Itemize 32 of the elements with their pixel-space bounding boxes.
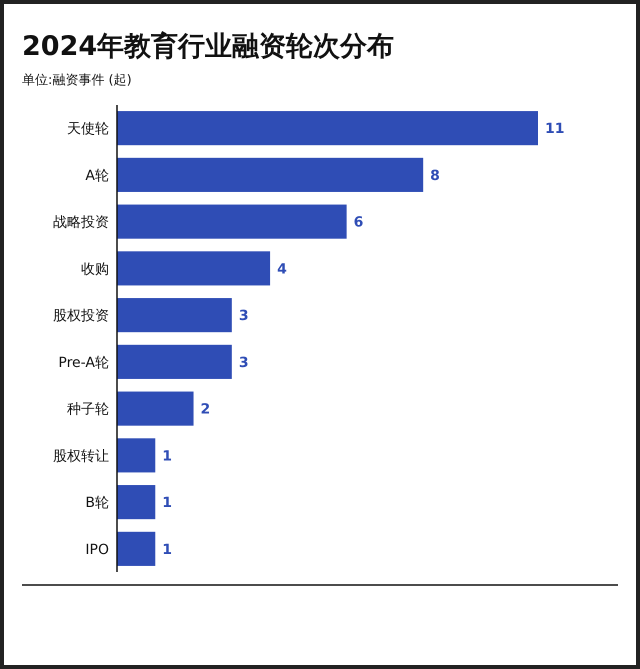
bar xyxy=(117,204,347,239)
y-tick-label: 种子轮 xyxy=(67,402,109,418)
data-label: 4 xyxy=(277,261,288,278)
data-label: 3 xyxy=(238,308,249,324)
y-tick-label: 战略投资 xyxy=(53,214,109,231)
bar xyxy=(117,298,232,332)
bar xyxy=(117,392,194,426)
data-label: 2 xyxy=(200,402,210,418)
data-label: 3 xyxy=(238,354,249,371)
y-tick-label: 股权转让 xyxy=(53,448,109,464)
bar xyxy=(117,344,232,379)
chart-title: 2024年教育行业融资轮次分布 xyxy=(22,31,394,62)
y-tick-label: IPO xyxy=(85,542,109,558)
data-label: 8 xyxy=(430,168,440,184)
data-label: 6 xyxy=(354,214,364,231)
bar xyxy=(117,532,156,566)
y-tick-label: A轮 xyxy=(85,168,109,184)
data-label: 1 xyxy=(162,448,172,464)
data-label: 11 xyxy=(545,121,564,138)
bar xyxy=(117,158,424,192)
y-tick-label: 股权投资 xyxy=(53,308,109,324)
y-tick-label: 天使轮 xyxy=(67,121,109,138)
y-tick-label: 收购 xyxy=(81,261,109,278)
bar xyxy=(117,251,270,286)
bar xyxy=(117,111,538,146)
chart-subtitle: 单位:融资事件 (起) xyxy=(22,73,132,88)
y-tick-label: B轮 xyxy=(85,495,109,512)
y-tick-label: Pre-A轮 xyxy=(58,354,109,371)
bar xyxy=(117,485,156,520)
data-label: 1 xyxy=(162,495,172,512)
data-label: 1 xyxy=(162,542,172,558)
bar xyxy=(117,438,156,472)
